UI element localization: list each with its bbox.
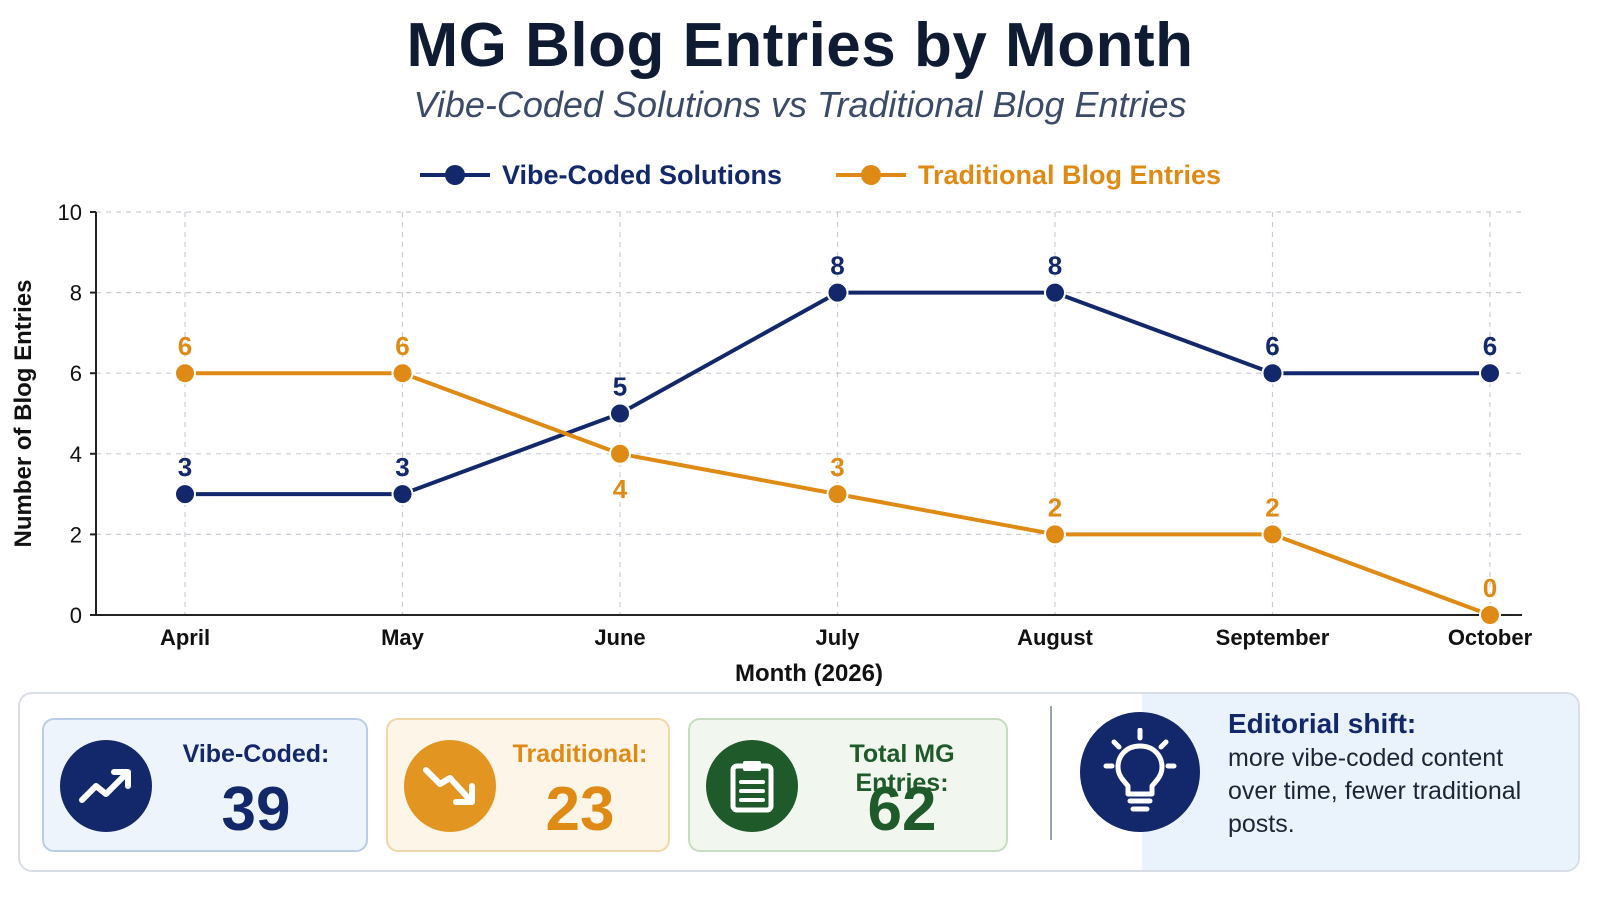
x-tick-label: September bbox=[1216, 625, 1330, 650]
line-chart: 0 2 4 6 8 10 April May June July August September Oc… bbox=[10, 160, 1533, 687]
data-label: 8 bbox=[830, 251, 844, 281]
data-label: 6 bbox=[1265, 331, 1279, 361]
y-tick-label: 10 bbox=[58, 200, 82, 225]
chart-title: MG Blog Entries by Month bbox=[406, 11, 1194, 80]
insight-title: Editorial shift: bbox=[1228, 708, 1417, 739]
data-point bbox=[826, 281, 849, 304]
traditional-total: 23 bbox=[545, 775, 615, 844]
data-point bbox=[826, 483, 849, 506]
total-entries-card: Total MG Entries: 62 bbox=[688, 718, 1008, 852]
vibe-coded-total: 39 bbox=[221, 775, 291, 844]
vibe-coded-label: Vibe-Coded: bbox=[182, 740, 330, 768]
x-tick-label: August bbox=[1017, 625, 1093, 650]
data-label: 2 bbox=[1048, 492, 1062, 522]
traditional-label: Traditional: bbox=[512, 740, 648, 768]
total-entries-label: Total MG Entries: bbox=[849, 740, 955, 797]
data-label: 3 bbox=[395, 452, 409, 482]
data-label: 8 bbox=[1048, 251, 1062, 281]
trending-up-icon bbox=[60, 740, 152, 832]
traditional-card: Traditional: 23 bbox=[386, 718, 670, 852]
data-point bbox=[609, 402, 631, 425]
data-point bbox=[609, 442, 631, 465]
panel-divider bbox=[1050, 706, 1052, 840]
data-label: 4 bbox=[613, 474, 628, 504]
data-point bbox=[1044, 523, 1066, 546]
data-label: 2 bbox=[1265, 492, 1279, 522]
y-axis-label: Number of Blog Entries bbox=[10, 279, 37, 547]
total-entries-value: 62 bbox=[867, 775, 937, 844]
x-axis-label: Month (2026) bbox=[735, 660, 883, 687]
data-point bbox=[391, 483, 414, 506]
data-point bbox=[1479, 362, 1501, 385]
data-label: 3 bbox=[178, 452, 192, 482]
legend-marker bbox=[861, 165, 881, 185]
legend-marker bbox=[445, 165, 465, 185]
data-point bbox=[1261, 362, 1284, 385]
chart-subtitle: Vibe-Coded Solutions vs Traditional Blog… bbox=[413, 84, 1187, 125]
data-label: 0 bbox=[1483, 573, 1497, 603]
insight-body: more vibe-coded content over time, fewer… bbox=[1228, 744, 1522, 838]
data-label: 6 bbox=[178, 331, 192, 361]
y-tick-label: 6 bbox=[70, 361, 82, 386]
insight-background bbox=[1142, 694, 1578, 870]
y-tick-label: 0 bbox=[70, 603, 82, 628]
data-point bbox=[1261, 523, 1284, 546]
data-point bbox=[1044, 281, 1066, 304]
data-point bbox=[174, 483, 196, 506]
data-point bbox=[391, 362, 414, 385]
legend-label: Traditional Blog Entries bbox=[918, 160, 1221, 190]
summary-panel: Vibe-Coded: 39 Traditional: 23 Total MG … bbox=[18, 692, 1580, 872]
data-point bbox=[174, 362, 196, 385]
trending-down-icon bbox=[404, 740, 496, 832]
y-tick-label: 2 bbox=[70, 522, 82, 547]
lightbulb-icon bbox=[1080, 712, 1200, 832]
y-tick-label: 8 bbox=[70, 281, 82, 306]
legend-label: Vibe-Coded Solutions bbox=[502, 160, 782, 190]
x-tick-label: July bbox=[815, 625, 860, 650]
data-label: 5 bbox=[613, 372, 627, 402]
x-tick-label: October bbox=[1448, 625, 1533, 650]
data-label: 3 bbox=[830, 452, 844, 482]
y-tick-label: 4 bbox=[70, 442, 82, 467]
clipboard-icon bbox=[706, 740, 798, 832]
x-tick-label: April bbox=[160, 625, 210, 650]
x-tick-label: June bbox=[594, 625, 645, 650]
x-tick-label: May bbox=[381, 625, 425, 650]
data-point bbox=[1479, 604, 1501, 626]
data-label: 6 bbox=[395, 331, 409, 361]
data-label: 6 bbox=[1483, 331, 1497, 361]
vibe-coded-card: Vibe-Coded: 39 bbox=[42, 718, 368, 852]
